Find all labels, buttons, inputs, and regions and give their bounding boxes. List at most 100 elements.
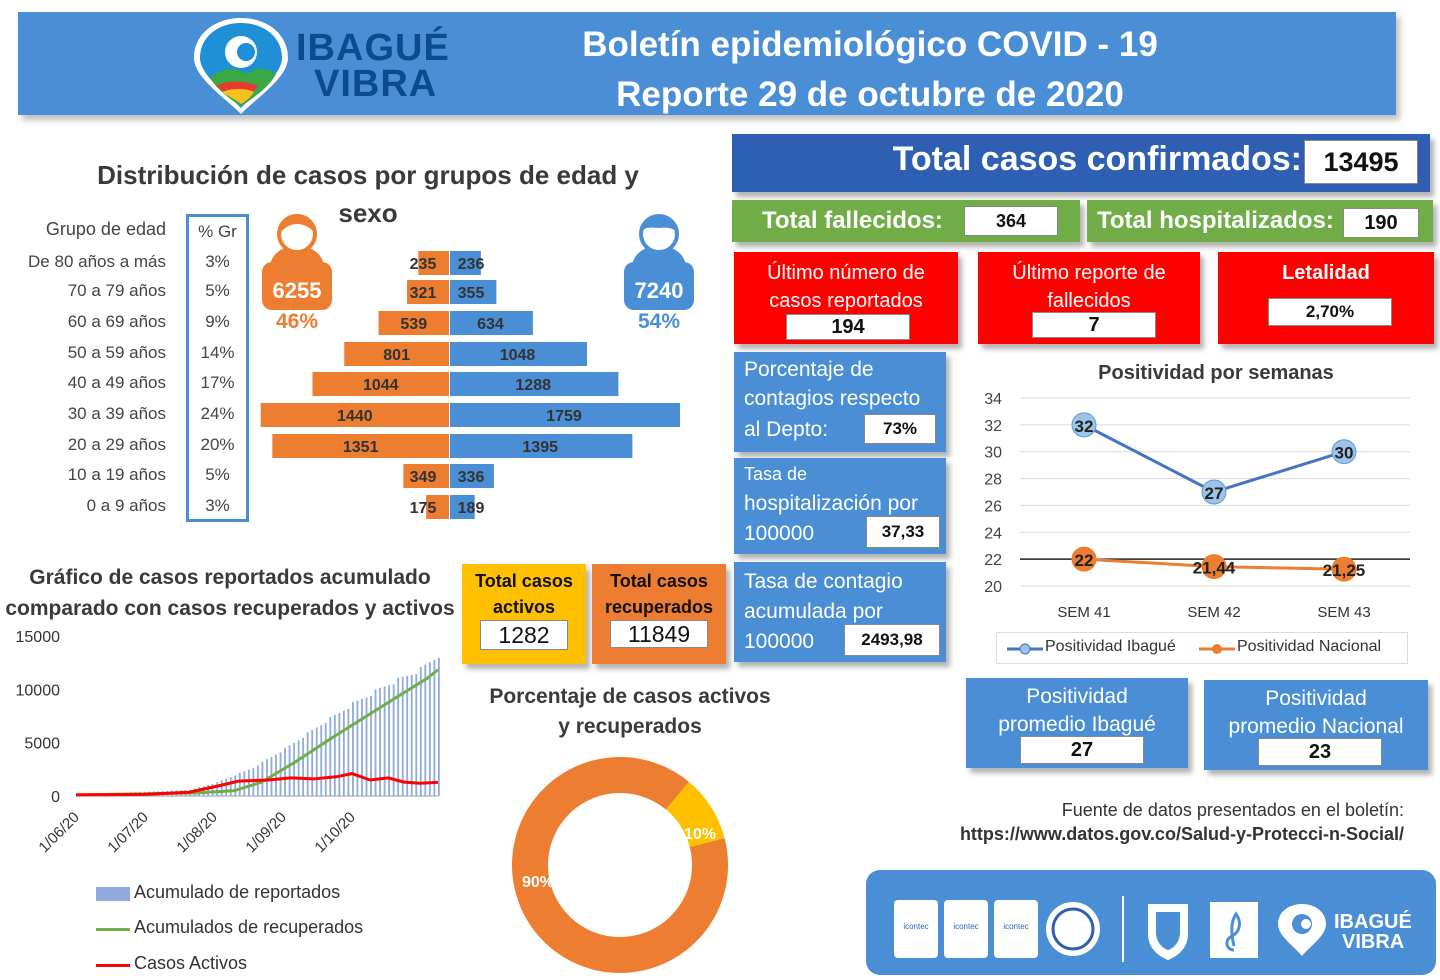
pyramid-label-female: 539 [400, 316, 427, 333]
reported-bar [392, 684, 395, 796]
iqnet-cert-icon [1046, 902, 1100, 956]
recovered-label-line2: recuperados [604, 597, 714, 617]
legend-activos-line [96, 964, 130, 967]
x-tick-label: SEM 43 [1317, 604, 1370, 621]
reported-bar [297, 740, 300, 796]
donut-slice [512, 757, 728, 973]
reported-bar [428, 662, 431, 796]
population-pyramid-chart: 235 236 321 355 539 634 801 1048 1044 1288 1440 175… [260, 251, 680, 519]
data-label: 22 [1075, 551, 1094, 570]
last-deaths-panel: Último reporte de fallecidos 7 [978, 252, 1200, 344]
donut-label: 10% [684, 826, 716, 843]
total-deaths-label: Total fallecidos: [762, 207, 943, 234]
pyramid-label-female: 801 [383, 347, 410, 364]
series-point [1071, 546, 1097, 572]
icontec-cert-icon: icontec [944, 900, 988, 958]
reported-bar [225, 778, 228, 796]
pyramid-bar-female [418, 251, 449, 275]
y-tick-label: 32 [984, 418, 1002, 435]
y-tick-label: 15000 [16, 629, 61, 646]
reported-bar [388, 685, 391, 796]
pyramid-title: Distribución de casos por grupos de edad… [97, 160, 639, 228]
total-hosp-panel: Total hospitalizados: 190 [1087, 200, 1433, 242]
group-pct-value: 5% [205, 281, 230, 300]
series-point [1331, 439, 1357, 465]
total-hosp-label: Total hospitalizados: [1097, 207, 1334, 234]
last-deaths-label-line1: Último reporte de [1012, 262, 1166, 284]
positivity-legend: Positividad Ibagué Positividad Nacional [996, 632, 1408, 664]
reported-bar [234, 775, 237, 796]
pyramid-bar-male [450, 495, 475, 519]
reported-bar [419, 666, 422, 796]
cumulative-area-chart: 0 5000 10000 15000 1/06/20 1/07/20 1/08/20 1/09… [16, 629, 440, 856]
data-label: 21,44 [1193, 559, 1236, 578]
data-label: 32 [1075, 417, 1094, 436]
pyramid-bar-female [260, 403, 449, 427]
total-confirmed-value: 13495 [1304, 140, 1418, 184]
age-group-label: 30 a 39 años [67, 404, 166, 423]
male-total: 7240 [634, 278, 684, 303]
contag-rate-value: 2493,98 [844, 624, 940, 656]
reported-bar [275, 754, 277, 796]
icontec-cert-icon: icontec [994, 900, 1038, 958]
pos-ibague-value: 27 [1020, 736, 1144, 764]
header-logo-text: IBAGUÉ VIBRA [296, 27, 450, 105]
total-confirmed-panel: Total casos confirmados: 13495 [732, 134, 1430, 192]
x-tick-label: 1/09/20 [242, 809, 289, 856]
pct-contagion-panel: Porcentaje de contagios respecto al Dept… [734, 352, 946, 452]
contag-rate-label-line2: acumulada por [744, 600, 883, 623]
hosp-rate-panel: Tasa de hospitalización por 100000 37,33 [734, 458, 946, 554]
legend-recuperados-line [96, 928, 130, 931]
reported-bar [352, 702, 354, 796]
group-pct-value: 17% [200, 373, 235, 392]
footer-logo-pin-icon [1278, 904, 1326, 956]
hosp-rate-label-line1: Tasa de [744, 464, 808, 484]
pyramid-bar-female [344, 342, 449, 366]
age-group-label: 20 a 29 años [67, 435, 166, 454]
group-pct-value: 24% [200, 404, 235, 423]
reported-bar [202, 786, 205, 796]
reported-bar [320, 725, 323, 796]
cert-text-1: icontec [903, 922, 929, 931]
group-pct-value: 3% [205, 252, 230, 271]
male-pct: 54% [637, 310, 681, 333]
y-tick-label: 22 [984, 552, 1002, 569]
contag-rate-label-line1: Tasa de contagio [744, 570, 903, 593]
music-clef-icon [1210, 902, 1258, 958]
legend-recuperados-label: Acumulados de recuperados [134, 917, 364, 937]
pyramid-label-female: 175 [410, 500, 437, 517]
female-total: 6255 [272, 278, 322, 303]
pct-header: % Gr [198, 222, 237, 241]
contag-rate-panel: Tasa de contagio acumulada por 100000 24… [734, 562, 946, 662]
group-percentage-box: % Gr 3% 5% 9% 14% 17% 24% 20% 5% 3% [186, 214, 249, 522]
reported-bar [238, 772, 241, 796]
x-tick-label: 1/10/20 [311, 809, 358, 856]
reported-bar [216, 782, 219, 796]
y-tick-label: 30 [984, 445, 1002, 462]
reported-bar [365, 697, 368, 796]
last-deaths-label-line2: fallecidos [1047, 290, 1131, 312]
reported-bar [338, 712, 341, 796]
series-line [75, 772, 439, 797]
reported-bar [397, 677, 400, 796]
x-tick-label: 1/08/20 [173, 809, 220, 856]
group-pct-value: 20% [200, 435, 235, 454]
active-label-line1: Total casos [475, 571, 573, 591]
female-pct: 46% [275, 310, 319, 333]
reported-bar [288, 745, 291, 796]
pyramid-label-female: 349 [410, 469, 437, 486]
reported-bar [383, 686, 386, 796]
pyramid-bar-female [403, 464, 449, 488]
pct-contagion-label-line1: Porcentaje de [744, 358, 874, 381]
pyramid-bar-male [450, 403, 680, 427]
donut-chart: 10% 90% [512, 757, 728, 973]
last-cases-panel: Último número de casos reportados 194 [734, 252, 958, 344]
source-link[interactable]: https://www.datos.gov.co/Salud-y-Protecc… [959, 824, 1404, 844]
donut-slice [665, 781, 725, 848]
cumulative-legend: Acumulado de reportados Acumulados de re… [96, 880, 416, 976]
age-group-label: 0 a 9 años [86, 496, 166, 515]
total-hosp-value: 190 [1343, 208, 1419, 238]
reported-bar [302, 737, 305, 796]
reported-bar [370, 696, 372, 796]
age-group-label: 10 a 19 años [67, 465, 166, 484]
